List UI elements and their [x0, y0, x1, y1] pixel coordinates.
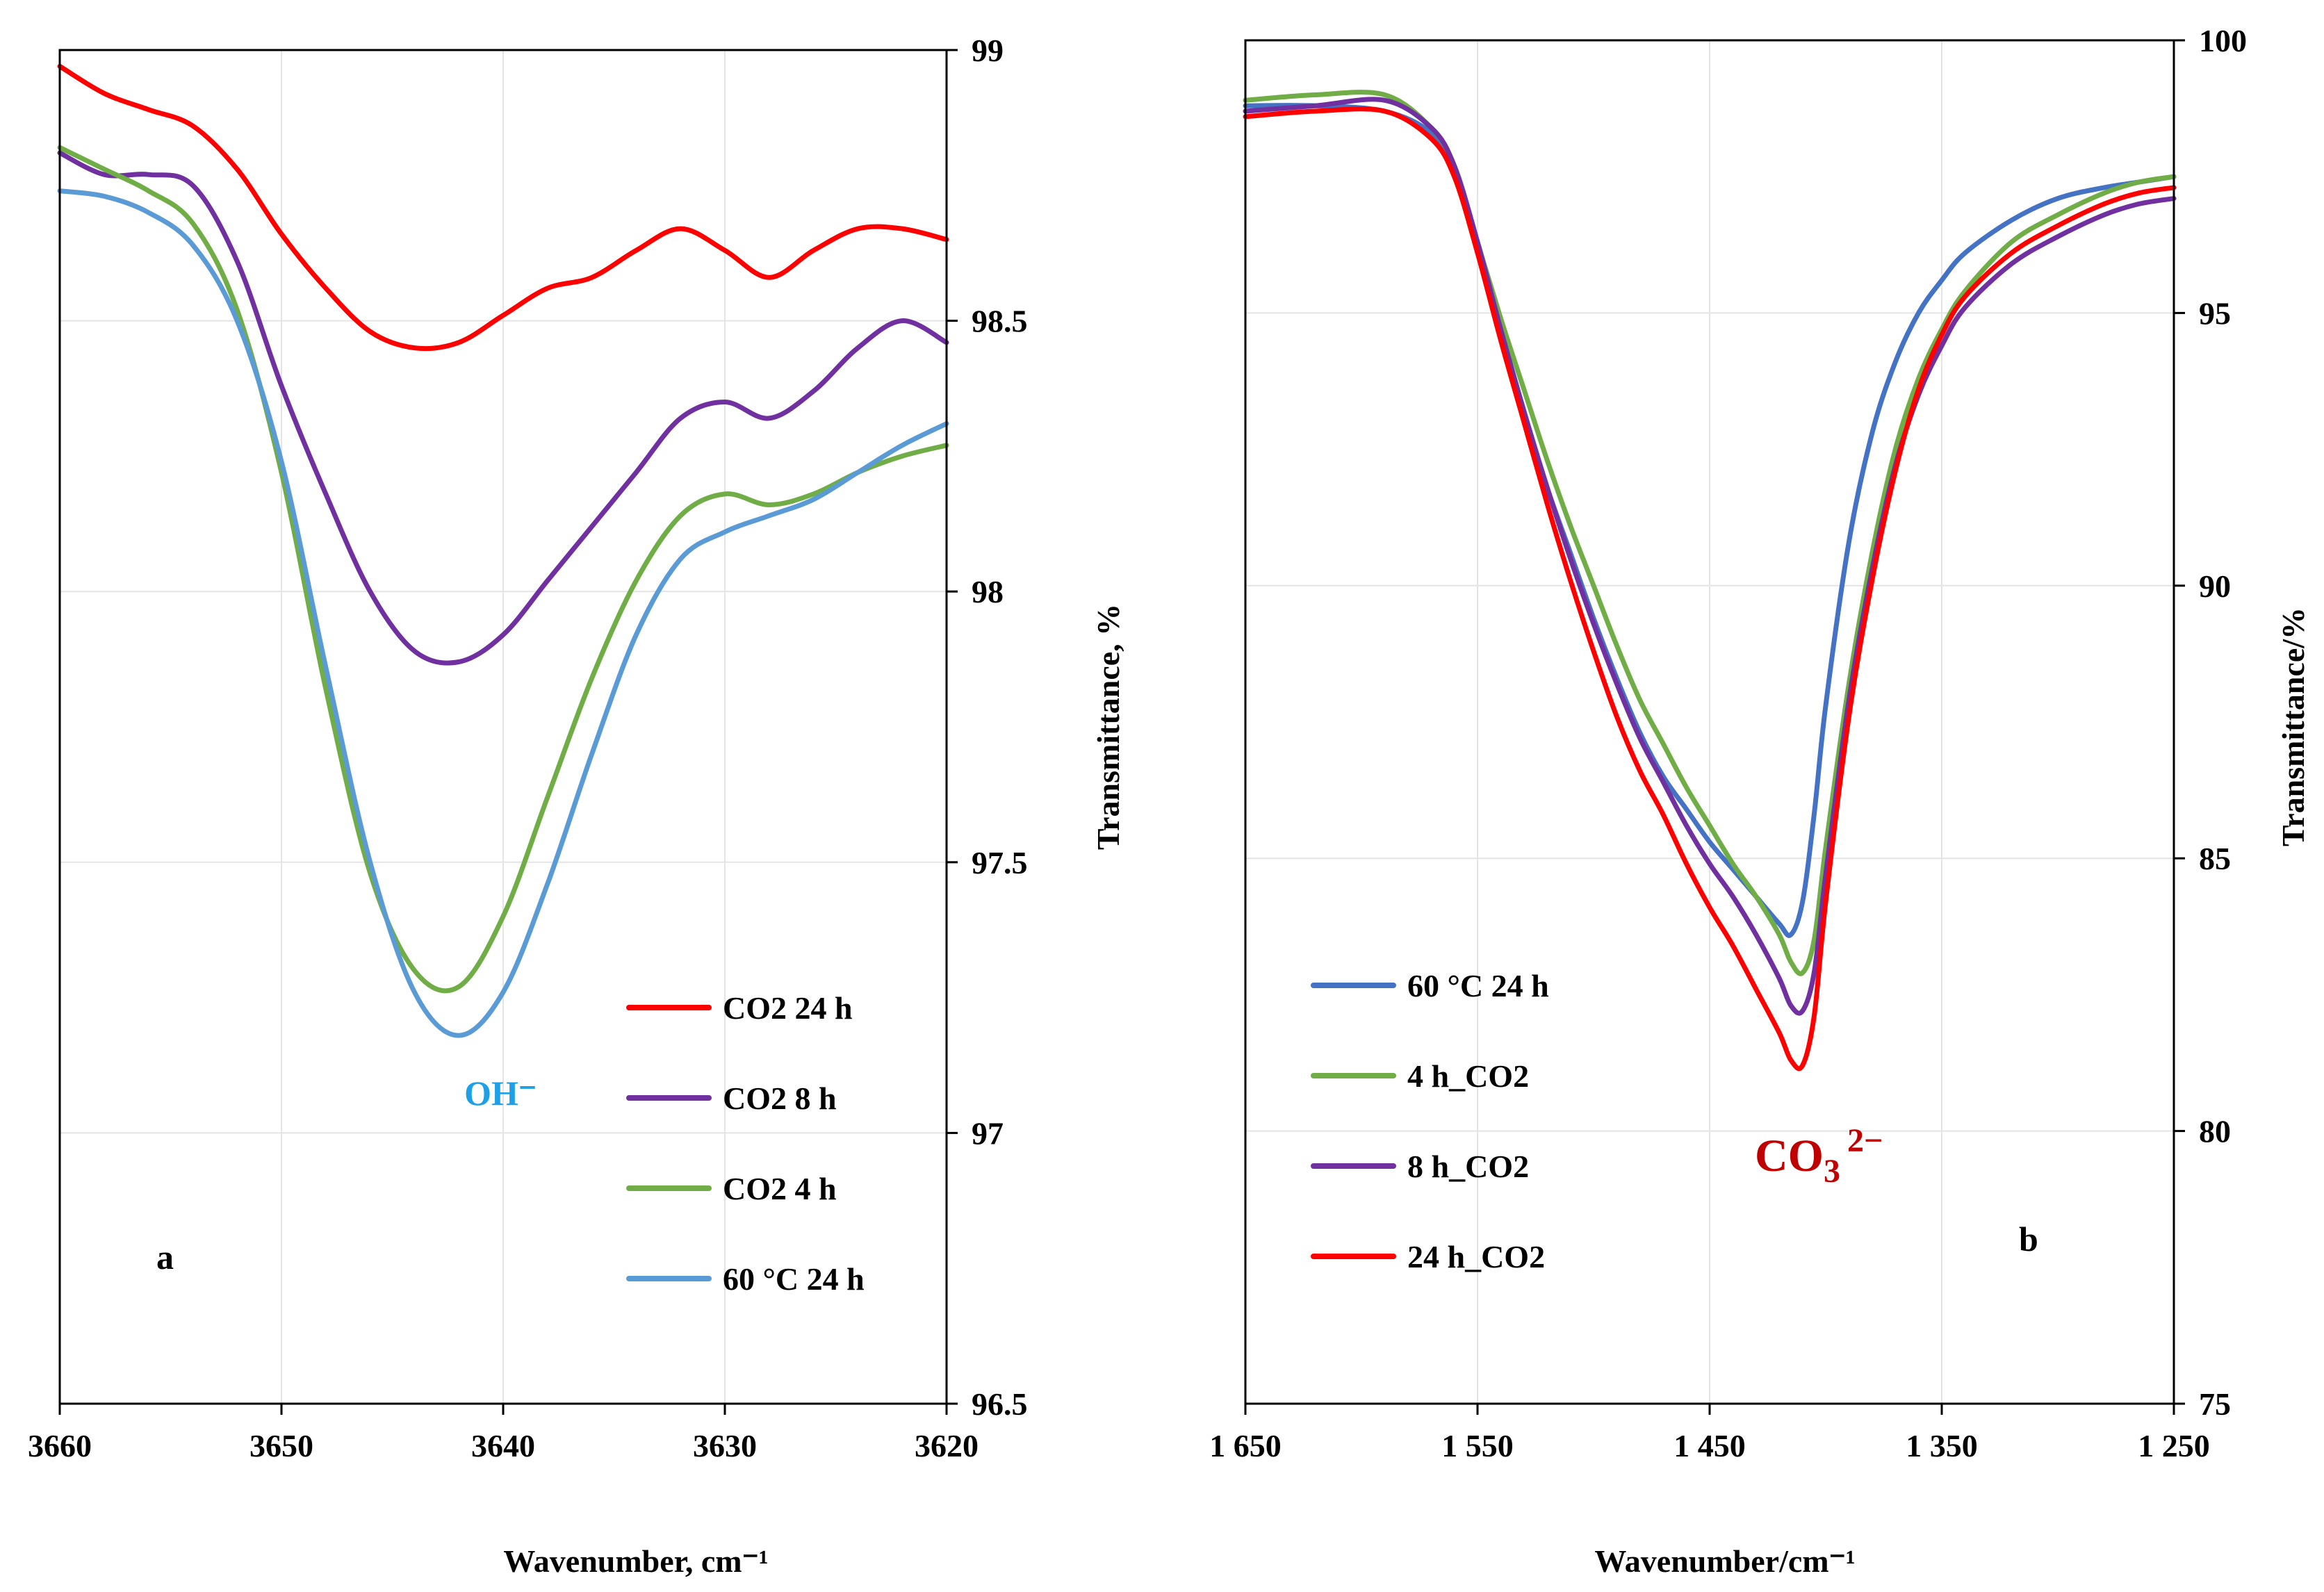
legend-label: 8 h_CO2 [1407, 1149, 1529, 1184]
panel-a-oh-annotation: OH⁻ [464, 1074, 537, 1113]
panel-b: 1 650 1 550 1 450 1 350 1 250 7580859095100 … [1209, 23, 2311, 1579]
legend-item: 4 h_CO2 [1311, 1058, 1529, 1094]
x-tick-label: 1 350 [1906, 1428, 1978, 1463]
carbonate-charge: 2− [1847, 1122, 1883, 1159]
panel-b-legend: 60 °C 24 h 4 h_CO2 8 h_CO2 24 h_CO2 [1311, 968, 1549, 1274]
series-line-60-c-24-h [57, 188, 949, 1038]
panel-a-gridlines [60, 50, 947, 1404]
series-line-co2-4-h [57, 145, 949, 994]
x-tick-label: 1 650 [1209, 1428, 1282, 1463]
x-tick-label: 3640 [471, 1428, 535, 1463]
panel-b-gridlines [1245, 40, 2174, 1404]
legend-item: 8 h_CO2 [1311, 1149, 1529, 1184]
x-tick-label: 3620 [915, 1428, 979, 1463]
panel-a-y-ticks: 96.5 97 97.5 98 98.5 99 [947, 33, 1028, 1422]
y-tick-label: 97.5 [972, 845, 1028, 880]
legend-item: CO2 4 h [626, 1171, 837, 1206]
legend-item: 60 °C 24 h [626, 1261, 865, 1297]
x-tick-label: 1 450 [1674, 1428, 1746, 1463]
panel-a-x-ticks: 3660 3650 3640 3630 3620 [28, 1404, 979, 1463]
y-tick-label: 98.5 [972, 304, 1028, 339]
x-tick-label: 1 550 [1441, 1428, 1514, 1463]
panel-b-carbonate-annotation: CO32− [1755, 1122, 1883, 1190]
y-tick-label: 97 [972, 1115, 1004, 1151]
x-tick-label: 3630 [693, 1428, 757, 1463]
panel-a-x-axis-title: Wavenumber, cm⁻¹ [503, 1543, 768, 1579]
panel-a-series-group [57, 63, 949, 1038]
series-line-co2-8-h [57, 150, 949, 666]
panel-b-y-axis-title: Transmittance/% [2275, 607, 2311, 846]
legend-label: 24 h_CO2 [1407, 1239, 1545, 1274]
panel-a-label: a [156, 1238, 174, 1277]
carbonate-subscript: 3 [1824, 1153, 1840, 1190]
x-tick-label: 3660 [28, 1428, 92, 1463]
y-tick-label: 90 [2199, 568, 2231, 604]
series-line-co2-24-h [57, 63, 949, 352]
y-tick-label: 85 [2199, 841, 2231, 876]
legend-label: CO2 24 h [723, 990, 853, 1026]
legend-label: CO2 8 h [723, 1081, 837, 1116]
y-tick-label: 99 [972, 33, 1004, 68]
legend-label: 60 °C 24 h [723, 1261, 865, 1297]
y-tick-label: 96.5 [972, 1386, 1028, 1422]
y-tick-label: 75 [2199, 1386, 2231, 1422]
x-tick-label: 3650 [249, 1428, 313, 1463]
series-line-8-h-co2 [1243, 97, 2177, 1016]
legend-label: 4 h_CO2 [1407, 1058, 1529, 1094]
y-tick-label: 95 [2199, 295, 2231, 331]
legend-label: CO2 4 h [723, 1171, 837, 1206]
panel-b-x-axis-title: Wavenumber/cm⁻¹ [1594, 1543, 1855, 1579]
y-tick-label: 80 [2199, 1114, 2231, 1149]
series-line-24-h-co2 [1243, 106, 2177, 1072]
panel-b-label: b [2019, 1220, 2038, 1258]
panel-b-x-ticks: 1 650 1 550 1 450 1 350 1 250 [1209, 1404, 2210, 1463]
y-tick-label: 100 [2199, 23, 2247, 58]
legend-item: 60 °C 24 h [1311, 968, 1549, 1003]
panel-b-series-group [1243, 90, 2177, 1072]
legend-item: CO2 24 h [626, 990, 853, 1026]
panel-b-y-ticks: 75 80 85 90 95 100 [2174, 23, 2247, 1422]
x-tick-label: 1 250 [2138, 1428, 2210, 1463]
panel-a: 3660 3650 3640 3630 3620 96.59797.59898.599 … [28, 33, 1126, 1579]
legend-label: 60 °C 24 h [1407, 968, 1549, 1003]
legend-item: CO2 8 h [626, 1081, 837, 1116]
y-tick-label: 98 [972, 574, 1004, 609]
legend-item: 24 h_CO2 [1311, 1239, 1545, 1274]
panel-a-legend: CO2 24 h CO2 8 h CO2 4 h 60 °C 24 h [626, 990, 865, 1297]
panel-a-y-axis-title: Transmittance, % [1090, 604, 1126, 850]
